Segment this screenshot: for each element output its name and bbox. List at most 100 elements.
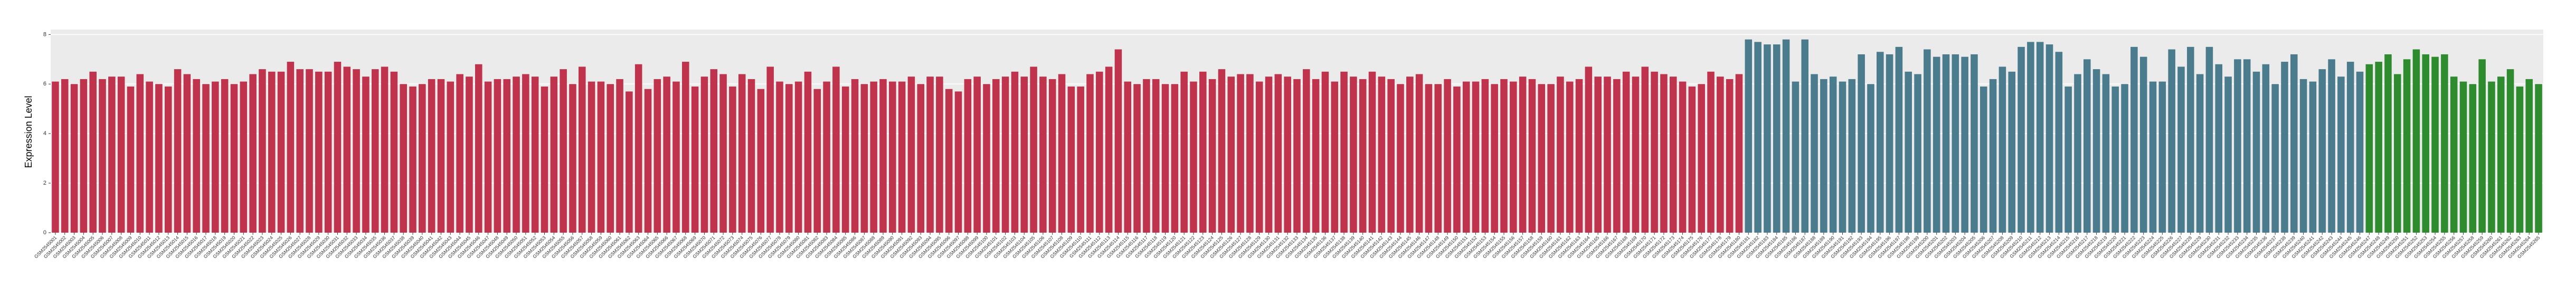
bar xyxy=(607,84,614,233)
bar xyxy=(569,84,576,233)
bar xyxy=(1557,77,1564,233)
bar xyxy=(870,81,877,233)
bar xyxy=(164,86,172,233)
bar xyxy=(1406,77,1414,233)
bar xyxy=(691,86,699,233)
bar xyxy=(2008,71,2016,233)
bar xyxy=(1622,71,1630,233)
bar xyxy=(99,79,106,233)
bar xyxy=(2045,44,2053,233)
bar xyxy=(747,79,755,233)
bar xyxy=(964,79,972,233)
bar xyxy=(1001,77,1009,233)
bar xyxy=(926,77,934,233)
bar xyxy=(1660,74,1668,233)
bar xyxy=(2318,69,2326,233)
bar xyxy=(1030,66,1037,233)
bar xyxy=(2469,84,2477,233)
bar xyxy=(1538,84,1546,233)
bar xyxy=(2074,74,2081,233)
bar xyxy=(1190,81,1197,233)
bar xyxy=(1303,69,1310,233)
bar xyxy=(898,81,906,233)
bar xyxy=(2478,59,2486,233)
bar xyxy=(371,69,379,233)
bar xyxy=(362,77,370,233)
y-tick-label: 2 xyxy=(43,180,46,186)
bar xyxy=(2356,71,2364,233)
bar xyxy=(2450,77,2458,233)
bar xyxy=(2290,54,2298,233)
bar xyxy=(729,86,736,233)
bar xyxy=(889,81,896,233)
bar xyxy=(578,66,586,233)
bar xyxy=(917,84,925,233)
bar xyxy=(2384,54,2392,233)
bar xyxy=(2459,81,2467,233)
bar xyxy=(626,91,633,233)
bar xyxy=(1980,86,1987,233)
bar xyxy=(2262,64,2270,233)
bar xyxy=(588,81,595,233)
bar xyxy=(221,79,229,233)
bar xyxy=(682,62,689,233)
bar xyxy=(428,79,435,233)
bar xyxy=(475,64,482,233)
bar xyxy=(644,89,652,233)
bar xyxy=(654,79,661,233)
bar xyxy=(1942,54,1950,233)
bar xyxy=(1199,71,1207,233)
bar xyxy=(70,84,78,233)
y-tick-label: 4 xyxy=(43,130,46,137)
bar xyxy=(1754,42,1761,233)
y-axis-title: Expression Level xyxy=(23,95,34,168)
bar xyxy=(1613,79,1621,233)
bar xyxy=(2497,77,2505,233)
bar xyxy=(1651,71,1658,233)
bar xyxy=(1604,77,1611,233)
bar xyxy=(1133,84,1141,233)
bar xyxy=(2375,62,2382,233)
bar xyxy=(1359,79,1367,233)
bar xyxy=(1086,74,1094,233)
bar xyxy=(2328,59,2335,233)
bar xyxy=(1472,81,1480,233)
bar xyxy=(936,77,943,233)
bar xyxy=(1717,77,1724,233)
bar xyxy=(1368,71,1376,233)
bar xyxy=(2506,69,2514,233)
bar xyxy=(1876,52,1884,233)
bar xyxy=(1782,39,1790,233)
bar xyxy=(1707,71,1715,233)
bar xyxy=(1387,79,1395,233)
bar xyxy=(1481,79,1489,233)
bar xyxy=(1161,84,1169,233)
bar xyxy=(1735,74,1743,233)
bar xyxy=(315,71,323,233)
bar xyxy=(1566,81,1574,233)
bar xyxy=(183,74,191,233)
bar xyxy=(1114,49,1122,233)
bar xyxy=(212,81,219,233)
bar xyxy=(2224,77,2232,233)
bar xyxy=(1180,71,1188,233)
bar xyxy=(447,81,454,233)
bar xyxy=(353,69,360,233)
bar xyxy=(174,69,182,233)
bar xyxy=(1961,56,1968,233)
bar xyxy=(2488,81,2495,233)
bar xyxy=(1820,79,1827,233)
bar xyxy=(2205,46,2213,233)
bar xyxy=(954,91,962,233)
bar xyxy=(277,71,285,233)
bar xyxy=(1886,54,1893,233)
bar xyxy=(437,79,445,233)
bar xyxy=(1284,77,1291,233)
bar xyxy=(1067,86,1075,233)
bar xyxy=(1999,66,2006,233)
bar xyxy=(634,64,642,233)
bar xyxy=(1848,79,1856,233)
bar xyxy=(268,71,276,233)
bar xyxy=(2441,54,2448,233)
bar xyxy=(973,77,981,233)
